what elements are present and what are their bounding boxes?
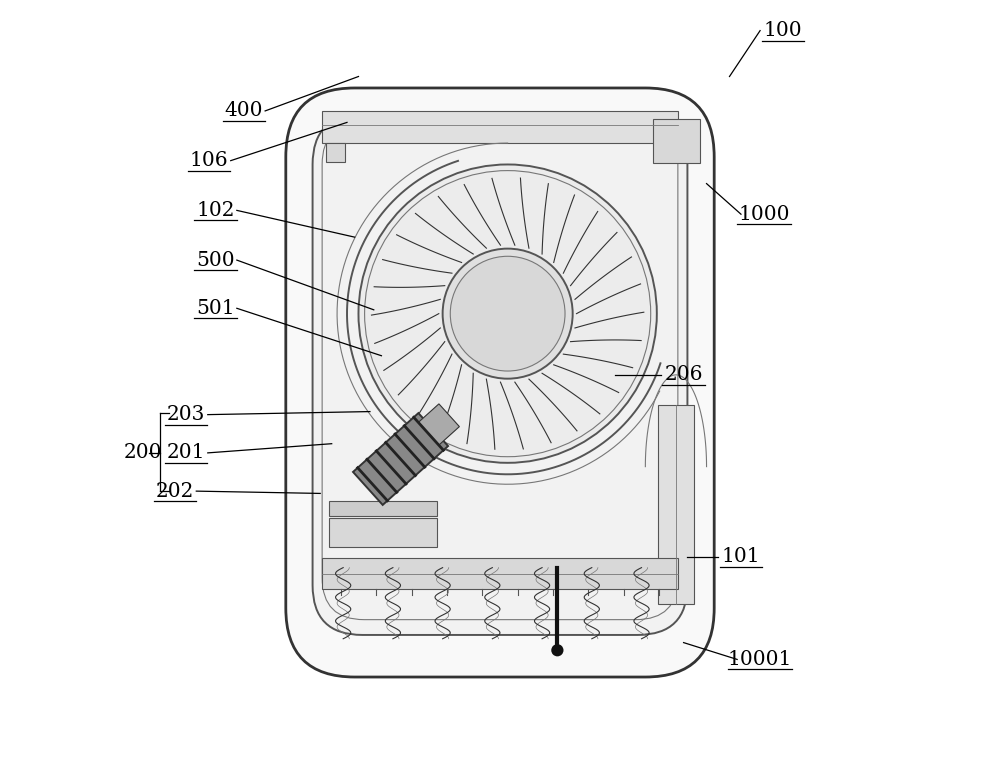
Bar — [658, 405, 694, 604]
Bar — [322, 111, 678, 143]
Text: 400: 400 — [224, 102, 263, 120]
Text: 202: 202 — [156, 482, 194, 500]
Bar — [329, 518, 437, 547]
Polygon shape — [418, 404, 459, 445]
Bar — [326, 143, 345, 162]
Circle shape — [443, 249, 573, 379]
Text: 500: 500 — [196, 251, 235, 269]
Text: 106: 106 — [190, 151, 229, 170]
Bar — [329, 501, 437, 516]
Text: 201: 201 — [167, 444, 206, 462]
Text: 203: 203 — [167, 405, 206, 424]
Text: 206: 206 — [664, 366, 703, 384]
FancyBboxPatch shape — [313, 115, 687, 635]
Bar — [322, 558, 678, 589]
Bar — [653, 119, 700, 163]
Text: 100: 100 — [764, 21, 802, 40]
Text: 1000: 1000 — [738, 205, 790, 223]
Text: 10001: 10001 — [728, 650, 792, 669]
FancyBboxPatch shape — [286, 88, 714, 677]
Text: 102: 102 — [196, 201, 235, 220]
Circle shape — [358, 164, 657, 463]
Polygon shape — [353, 413, 448, 505]
Text: 101: 101 — [722, 548, 760, 566]
Circle shape — [551, 644, 563, 656]
Text: 200: 200 — [123, 444, 162, 462]
Text: 501: 501 — [196, 299, 235, 317]
Circle shape — [450, 256, 565, 371]
